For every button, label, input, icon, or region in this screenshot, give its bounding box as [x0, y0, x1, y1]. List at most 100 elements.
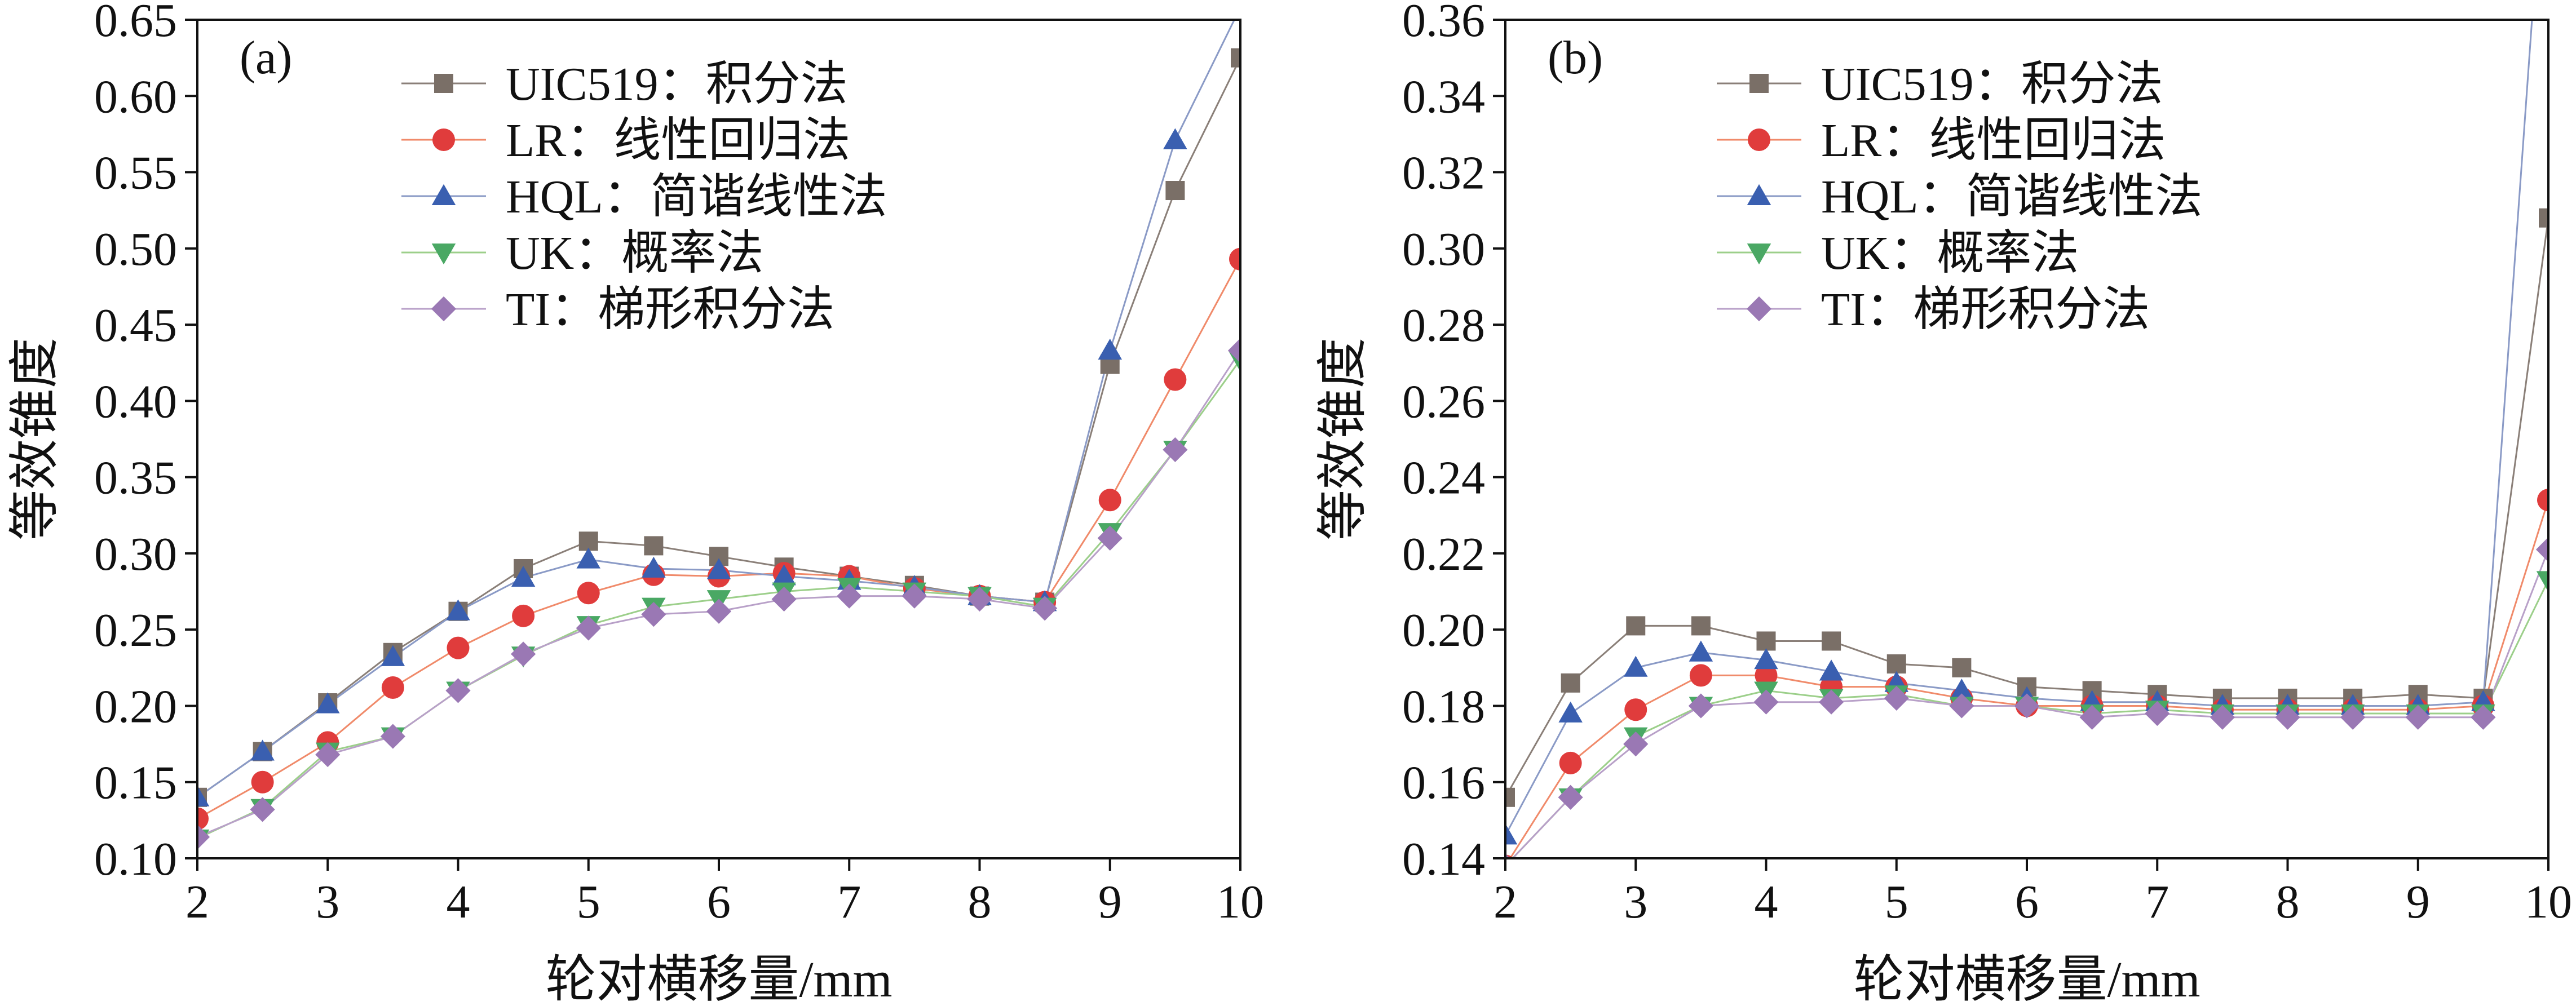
data-point	[1229, 247, 1240, 271]
data-point	[2471, 704, 2496, 730]
series-markers-4	[1505, 537, 2548, 858]
data-point	[2275, 704, 2300, 730]
legend-label: HQL：简谐线性法	[1821, 171, 2203, 223]
data-point	[576, 615, 601, 641]
data-point	[576, 547, 600, 569]
data-point	[2340, 704, 2366, 730]
panel-label: (a)	[240, 32, 292, 84]
legend-label: LR：线性回归法	[1821, 114, 2166, 167]
data-point	[1753, 689, 1779, 715]
data-point	[1231, 48, 1240, 68]
legend-marker	[1747, 243, 1771, 265]
y-tick-label: 0.34	[1402, 70, 1485, 123]
x-tick-label: 5	[577, 876, 600, 928]
data-point	[1624, 698, 1647, 721]
legend-marker	[1746, 296, 1772, 322]
x-tick-label: 8	[2276, 876, 2300, 928]
data-point	[1886, 654, 1906, 674]
data-point	[2535, 537, 2548, 562]
y-tick-label: 0.35	[94, 452, 177, 504]
data-point	[381, 676, 404, 699]
data-point	[706, 599, 732, 624]
x-tick-label: 6	[2015, 876, 2039, 928]
data-point	[2536, 571, 2548, 592]
y-axis-title: 等效锥度	[1315, 338, 1371, 540]
data-point	[1691, 616, 1711, 636]
plot-area	[1505, 20, 2548, 858]
data-point	[1032, 596, 1058, 621]
y-tick-label: 0.16	[1402, 757, 1485, 809]
data-point	[1098, 489, 1121, 512]
y-tick-label: 0.14	[1402, 833, 1485, 885]
data-point	[902, 583, 927, 609]
data-point	[641, 602, 666, 627]
panel-label: (b)	[1548, 32, 1603, 84]
data-point	[511, 565, 536, 587]
y-tick-label: 0.40	[94, 375, 177, 428]
y-tick-label: 0.32	[1402, 147, 1485, 200]
data-point	[1950, 679, 1974, 700]
x-tick-label: 8	[968, 876, 992, 928]
data-point	[197, 825, 210, 850]
data-point	[446, 599, 470, 621]
data-point	[1097, 525, 1123, 551]
data-point	[447, 636, 470, 659]
legend-marker	[431, 243, 456, 265]
y-tick-label: 0.24	[1402, 452, 1485, 504]
data-point	[1822, 631, 1841, 651]
data-point	[1688, 693, 1713, 719]
plot-area	[197, 20, 1240, 851]
y-tick-label: 0.18	[1402, 680, 1485, 733]
y-tick-label: 0.50	[94, 223, 177, 276]
data-point	[1754, 648, 1778, 670]
legend-marker	[432, 128, 455, 151]
legend-marker	[1749, 74, 1769, 93]
data-point	[772, 564, 796, 586]
y-tick-label: 0.15	[94, 757, 177, 809]
y-tick-label: 0.28	[1402, 299, 1485, 352]
legend-label: TI：梯形积分法	[506, 283, 834, 336]
data-point	[380, 724, 405, 749]
x-tick-label: 5	[1885, 876, 1908, 928]
series-line-1	[197, 259, 1240, 819]
data-point	[1949, 693, 1974, 719]
x-tick-label: 7	[2145, 876, 2169, 928]
legend-label: TI：梯形积分法	[1821, 283, 2150, 336]
data-point	[1227, 338, 1240, 364]
legend-label: UIC519：积分法	[1821, 58, 2163, 110]
data-point	[1163, 128, 1187, 149]
data-point	[2014, 693, 2040, 719]
data-point	[1755, 664, 1778, 687]
data-point	[706, 558, 731, 579]
x-tick-label: 10	[1217, 876, 1264, 928]
panel-a: 2 3 4 5 6 7 8 9 10 0.10 0.15 0.20 0.25 0.30 0.35 0.40 0.…	[7, 0, 1265, 1006]
y-axis-title: 等效锥度	[7, 338, 63, 540]
data-point	[316, 692, 340, 713]
data-point	[1756, 631, 1776, 651]
data-point	[1164, 368, 1187, 391]
data-point	[315, 742, 341, 768]
y-tick-label: 0.36	[1402, 0, 1485, 47]
data-point	[1505, 787, 1515, 807]
series-markers-4	[197, 338, 1240, 850]
data-point	[1505, 853, 1510, 858]
x-axis-title: 轮对横移量/mm	[1853, 952, 2200, 1004]
data-point	[251, 770, 274, 794]
data-point	[250, 797, 275, 822]
legend-label: HQL：简谐线性法	[506, 171, 887, 223]
data-point	[837, 583, 862, 609]
data-point	[1558, 785, 1583, 810]
y-tick-label: 0.10	[94, 833, 177, 885]
panel-b: 2 3 4 5 6 7 8 9 10 0.14 0.16 0.18 0.20 0.22 0.24 0.26 0.…	[1315, 0, 2573, 1006]
y-tick-label: 0.30	[94, 528, 177, 580]
y-tick-label: 0.60	[94, 70, 177, 123]
data-point	[1558, 701, 1583, 723]
x-tick-label: 3	[1624, 876, 1647, 928]
data-point	[1689, 640, 1713, 662]
y-tick-label: 0.55	[94, 147, 177, 200]
x-tick-label: 4	[447, 876, 470, 928]
data-point	[1623, 731, 1649, 757]
data-point	[197, 785, 210, 806]
data-point	[644, 536, 664, 556]
